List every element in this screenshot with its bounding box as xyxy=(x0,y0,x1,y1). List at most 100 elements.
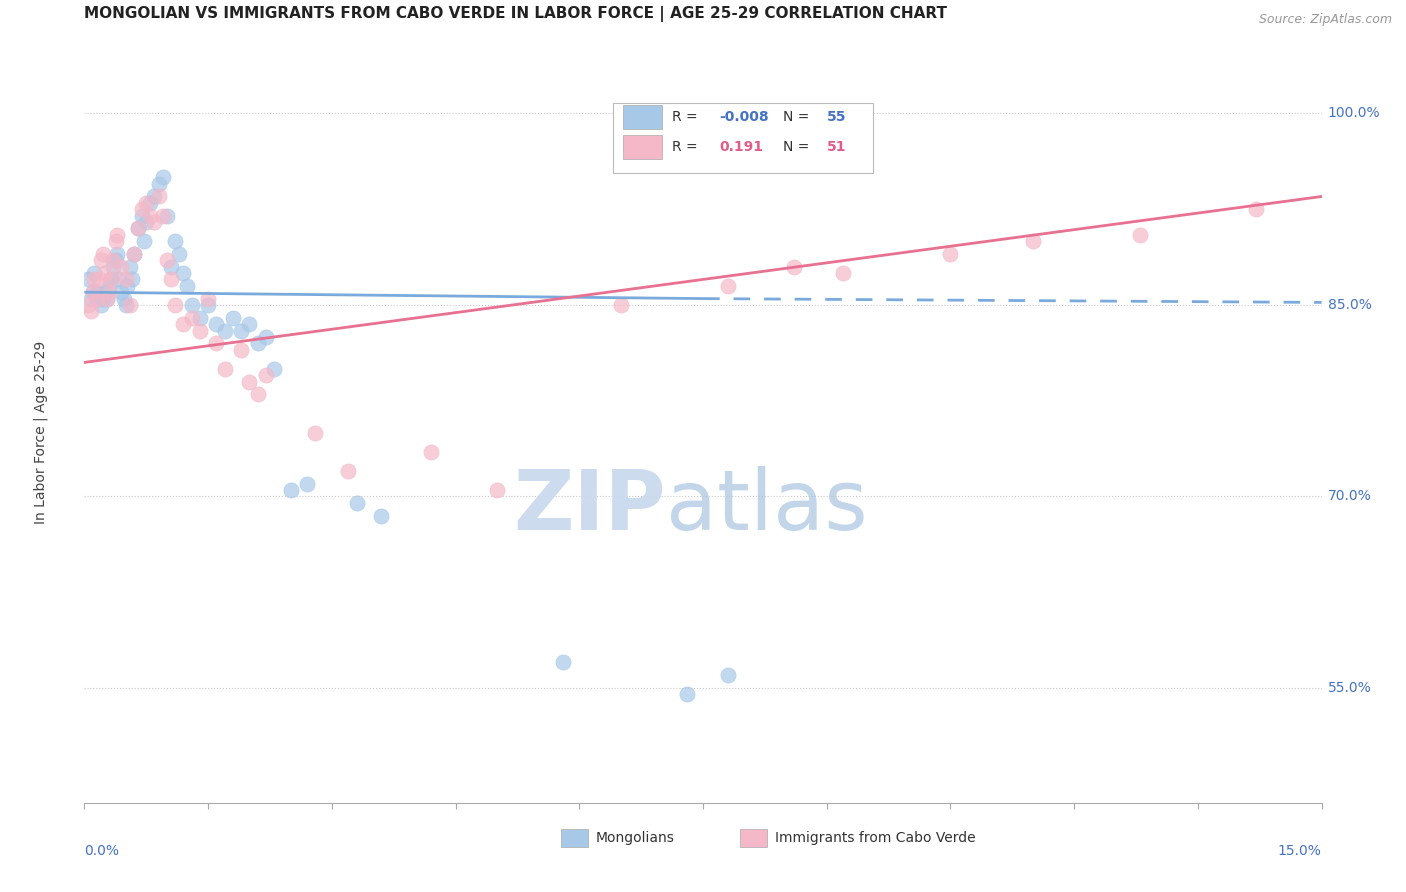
Point xyxy=(337,464,360,478)
Point xyxy=(346,496,368,510)
Point xyxy=(152,170,174,185)
Point xyxy=(551,656,574,670)
Text: ZIP: ZIP xyxy=(513,467,666,547)
Text: 70.0%: 70.0% xyxy=(1327,490,1372,503)
Point xyxy=(90,298,112,312)
Point xyxy=(229,324,252,338)
Point xyxy=(832,266,855,280)
Point xyxy=(180,310,202,325)
Point xyxy=(1244,202,1267,217)
Point xyxy=(304,425,326,440)
Text: Source: ZipAtlas.com: Source: ZipAtlas.com xyxy=(1258,13,1392,27)
Text: R =: R = xyxy=(672,111,702,124)
Point xyxy=(370,508,392,523)
Point xyxy=(238,375,260,389)
Point xyxy=(419,444,441,458)
Text: -0.008: -0.008 xyxy=(718,111,769,124)
Point xyxy=(94,266,117,280)
Point xyxy=(82,285,104,300)
Point xyxy=(121,272,143,286)
Point xyxy=(114,272,136,286)
Point xyxy=(83,272,105,286)
Text: 55: 55 xyxy=(827,111,846,124)
Point xyxy=(103,260,125,274)
Point xyxy=(114,298,136,312)
Point xyxy=(135,215,157,229)
Point xyxy=(100,272,122,286)
Point xyxy=(205,336,228,351)
Point xyxy=(118,298,141,312)
Point xyxy=(1129,227,1152,242)
Point xyxy=(254,368,277,383)
Point xyxy=(122,247,145,261)
Point xyxy=(167,247,190,261)
Point xyxy=(105,247,128,261)
Bar xyxy=(623,135,662,159)
Point xyxy=(160,260,183,274)
Point xyxy=(110,285,132,300)
Point xyxy=(263,361,285,376)
Bar xyxy=(623,105,662,129)
Point xyxy=(86,285,108,300)
Point xyxy=(96,292,118,306)
Point xyxy=(152,209,174,223)
Bar xyxy=(561,829,588,847)
Text: Immigrants from Cabo Verde: Immigrants from Cabo Verde xyxy=(775,831,976,846)
Text: 51: 51 xyxy=(827,140,846,153)
Point xyxy=(238,317,260,331)
Point xyxy=(246,336,269,351)
Point xyxy=(100,272,122,286)
Point xyxy=(89,292,111,306)
Point xyxy=(176,278,198,293)
Point xyxy=(295,476,318,491)
Point xyxy=(280,483,302,497)
Point xyxy=(110,260,132,274)
Point xyxy=(485,483,508,497)
Point xyxy=(112,292,135,306)
Point xyxy=(254,330,277,344)
Point xyxy=(156,253,179,268)
Point xyxy=(103,253,125,268)
Point xyxy=(717,278,740,293)
Text: 0.191: 0.191 xyxy=(718,140,763,153)
Point xyxy=(214,361,236,376)
Point xyxy=(172,266,194,280)
Point xyxy=(86,292,108,306)
Point xyxy=(104,234,127,248)
Point xyxy=(222,310,245,325)
Point xyxy=(91,292,114,306)
Point xyxy=(160,272,183,286)
Point xyxy=(127,221,149,235)
Point xyxy=(77,298,100,312)
Point xyxy=(98,285,121,300)
Point xyxy=(783,260,806,274)
Point xyxy=(127,221,149,235)
Point xyxy=(131,202,153,217)
Point xyxy=(82,285,104,300)
Point xyxy=(96,292,118,306)
Point xyxy=(214,324,236,338)
Text: In Labor Force | Age 25-29: In Labor Force | Age 25-29 xyxy=(34,341,48,524)
Point xyxy=(105,227,128,242)
Point xyxy=(131,209,153,223)
Point xyxy=(188,324,211,338)
Text: Mongolians: Mongolians xyxy=(595,831,675,846)
Point xyxy=(139,195,162,210)
Point xyxy=(229,343,252,357)
Text: 55.0%: 55.0% xyxy=(1327,681,1372,695)
Text: MONGOLIAN VS IMMIGRANTS FROM CABO VERDE IN LABOR FORCE | AGE 25-29 CORRELATION C: MONGOLIAN VS IMMIGRANTS FROM CABO VERDE … xyxy=(84,5,948,21)
Text: 100.0%: 100.0% xyxy=(1327,106,1381,120)
Point xyxy=(609,298,631,312)
Point xyxy=(717,668,740,682)
Point xyxy=(80,292,103,306)
Point xyxy=(89,272,111,286)
Point xyxy=(180,298,202,312)
Point xyxy=(132,234,155,248)
Point xyxy=(165,234,187,248)
Point xyxy=(94,285,117,300)
Point xyxy=(188,310,211,325)
Point xyxy=(104,253,127,268)
Point xyxy=(939,247,962,261)
Point xyxy=(118,260,141,274)
Point xyxy=(139,209,162,223)
